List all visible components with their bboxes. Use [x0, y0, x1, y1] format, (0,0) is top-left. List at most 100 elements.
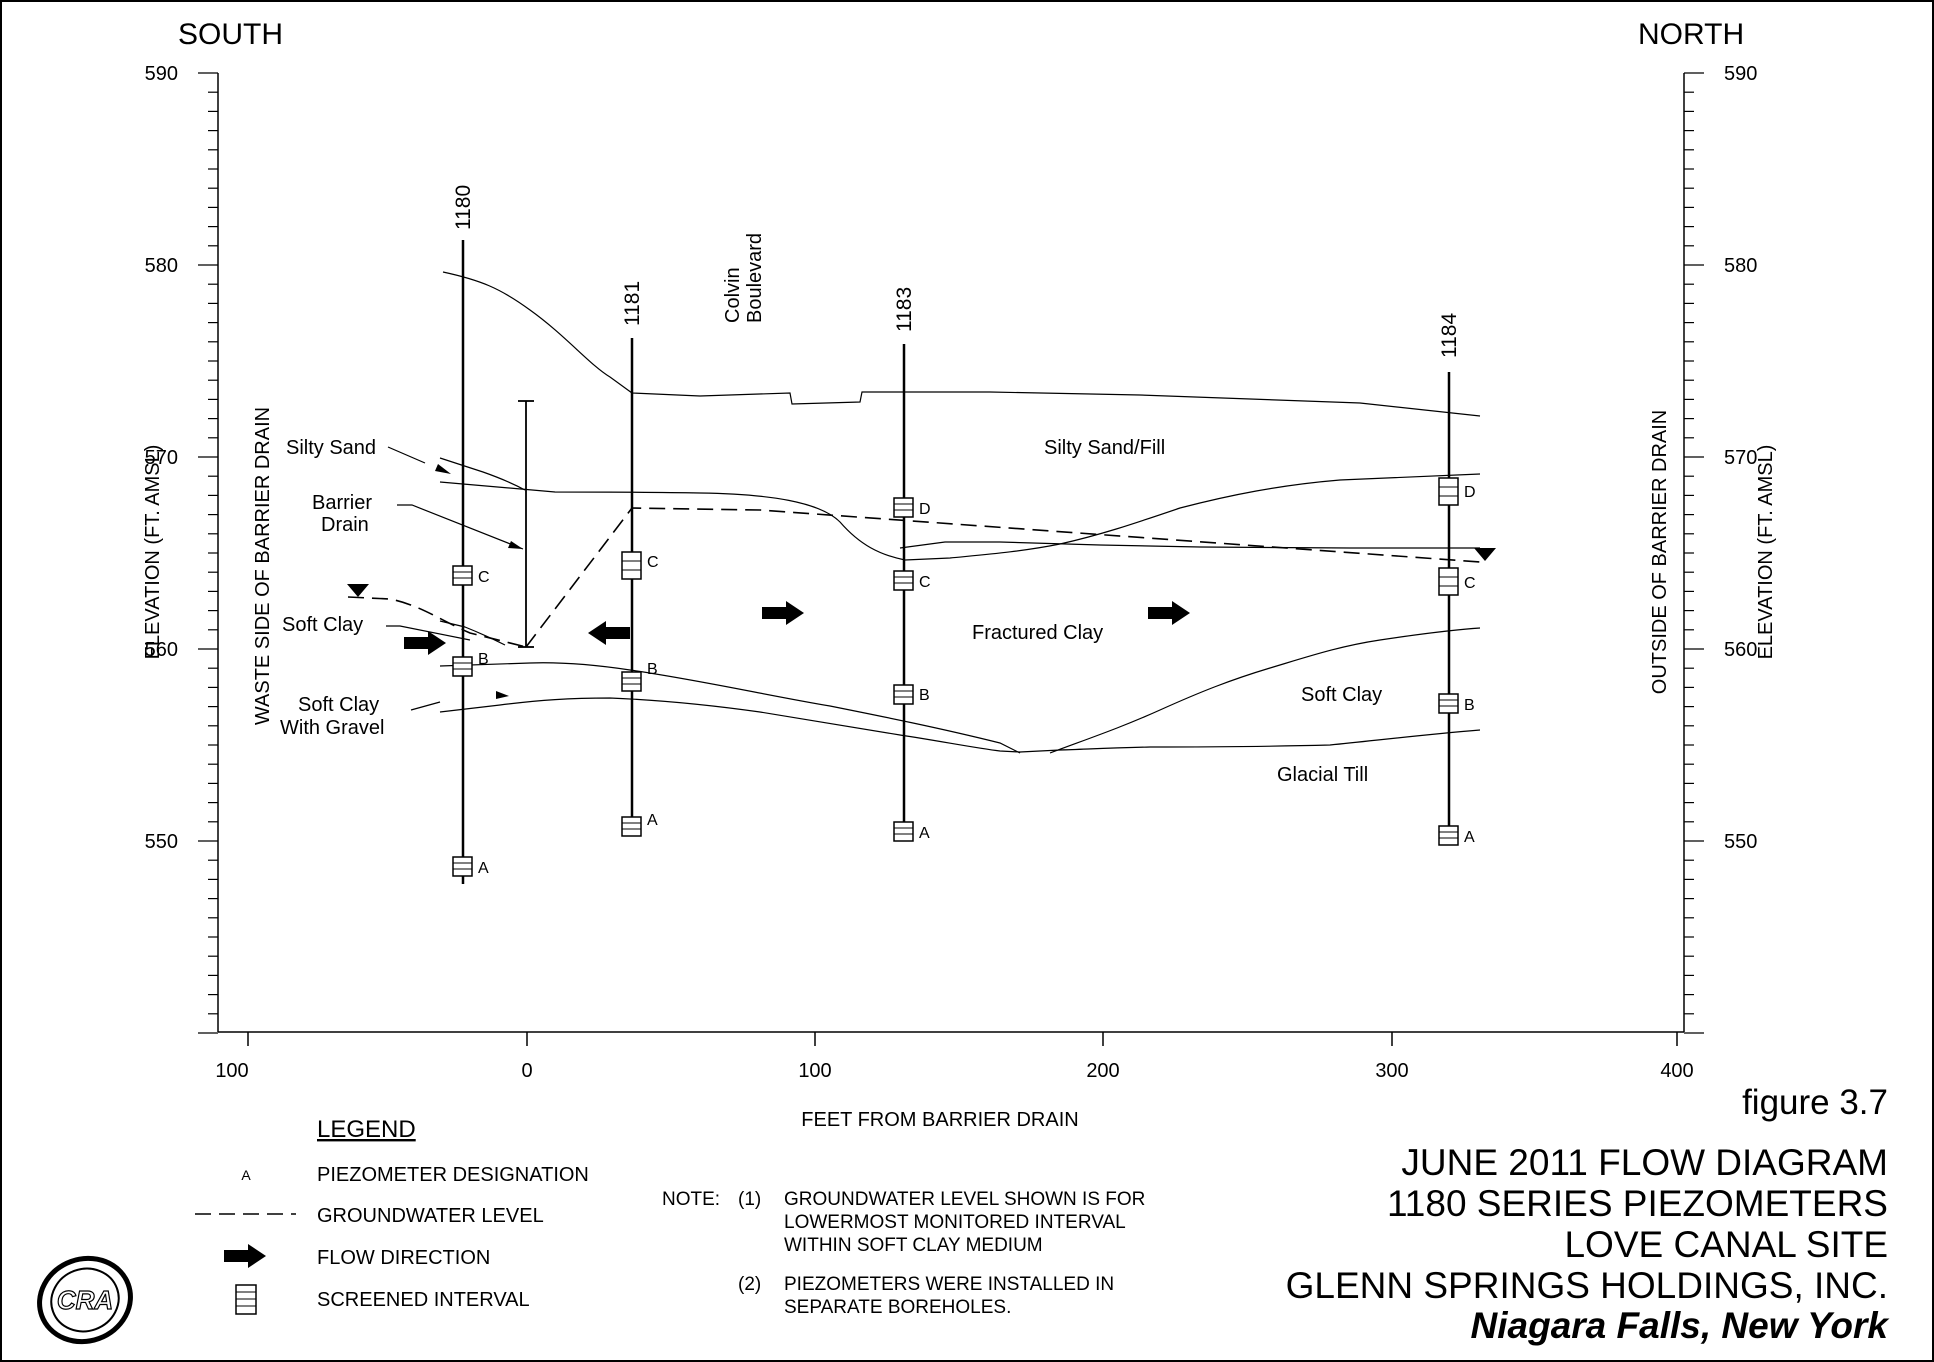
silty-sand-base-line [439, 457, 526, 491]
note-2-line-1: PIEZOMETERS WERE INSTALLED IN [784, 1274, 1114, 1295]
screen-1181-a [621, 816, 642, 837]
groundwater-level-right [525, 507, 1481, 648]
screen-1183-c-label: C [919, 574, 931, 591]
screened-intervals [452, 477, 1459, 877]
right-tick-550: 550 [1724, 831, 1757, 853]
screen-1181-b [621, 671, 642, 692]
right-tick-590: 590 [1724, 63, 1757, 85]
screen-1181-b-label: B [647, 661, 658, 678]
note-2-line-2: SEPARATE BOREHOLES. [784, 1297, 1011, 1318]
barrier-drain-beam [518, 400, 534, 648]
label-leaders [386, 446, 524, 711]
piezometer-1180-id: 1180 [452, 185, 475, 230]
right-tick-570: 570 [1724, 447, 1757, 469]
strata-lines [439, 271, 1481, 754]
legend-screen-icon [235, 1284, 257, 1315]
note-2-number: (2) [738, 1274, 761, 1295]
legend-piezometer-designation: PIEZOMETER DESIGNATION [317, 1164, 589, 1186]
with-gravel-label: With Gravel [280, 717, 384, 739]
left-tick-560: 560 [145, 639, 178, 661]
title-line-1: JUNE 2011 FLOW DIAGRAM [1401, 1142, 1888, 1183]
screen-1183-d-label: D [919, 501, 931, 518]
legend-title: LEGEND [317, 1116, 416, 1143]
screen-1183-a-label: A [919, 825, 930, 842]
screen-1183-d [893, 497, 914, 518]
x-axis-ticks [247, 1032, 1678, 1046]
flow-arrow-3 [762, 601, 804, 625]
groundwater-level-left [347, 596, 527, 648]
groundwater-level [347, 507, 1481, 648]
note-1-line-2: LOWERMOST MONITORED INTERVAL [784, 1212, 1126, 1233]
flow-arrow-2 [588, 621, 630, 645]
legend-flow-arrow-icon [224, 1244, 266, 1268]
left-tick-570: 570 [145, 447, 178, 469]
cra-logo: CRA [37, 1255, 133, 1345]
piezometer-1183-id: 1183 [893, 287, 916, 332]
fractured-clay-label: Fractured Clay [972, 622, 1103, 644]
x-tick-200: 200 [1086, 1060, 1119, 1082]
right-tick-580: 580 [1724, 255, 1757, 277]
screen-1184-b-label: B [1464, 697, 1475, 714]
left-tick-550: 550 [145, 831, 178, 853]
glacial-till-label: Glacial Till [1277, 764, 1368, 786]
soft-clay-left-label: Soft Clay [282, 614, 363, 636]
silty-sand-label: Silty Sand [286, 437, 376, 459]
piezometer-1181-id: 1181 [621, 281, 644, 326]
left-ylabel: ELEVATION (FT. AMSL) [142, 445, 164, 660]
x-tick-300: 300 [1375, 1060, 1408, 1082]
screen-1181-a-label: A [647, 812, 658, 829]
screen-1181-c-label: C [647, 554, 659, 571]
x-tick-400: 400 [1660, 1060, 1693, 1082]
title-line-4: GLENN SPRINGS HOLDINGS, INC. [1286, 1265, 1888, 1306]
screen-1183-a [893, 821, 914, 842]
figure-number: figure 3.7 [1742, 1083, 1888, 1122]
screen-1184-b [1438, 693, 1459, 714]
note-1-number: (1) [738, 1189, 761, 1210]
flow-arrow-4 [1148, 601, 1190, 625]
screen-1183-b-label: B [919, 687, 930, 704]
soft-clay-right-line [1049, 627, 1481, 754]
x-axis-label: FEET FROM BARRIER DRAIN [801, 1109, 1078, 1131]
north-label: NORTH [1638, 18, 1744, 51]
south-label: SOUTH [178, 18, 283, 51]
water-table-marker-right [1474, 548, 1496, 561]
screen-1184-c [1438, 567, 1459, 596]
barrier-label: Barrier [312, 492, 372, 514]
x-tick-0: 0 [521, 1060, 532, 1082]
glacial-till-top-line [439, 697, 1481, 753]
legend-screened-interval: SCREENED INTERVAL [317, 1289, 530, 1311]
screen-1184-d-label: D [1464, 484, 1476, 501]
soft-clay-top-line [439, 620, 506, 646]
screen-1184-a [1438, 825, 1459, 846]
cra-logo-text: CRA [57, 1285, 113, 1315]
legend-groundwater-level: GROUNDWATER LEVEL [317, 1205, 544, 1227]
right-tick-560: 560 [1724, 639, 1757, 661]
screen-1180-c [452, 565, 473, 586]
title-location: Niagara Falls, New York [1471, 1305, 1891, 1346]
drain-label: Drain [321, 514, 369, 536]
note-1-line-3: WITHIN SOFT CLAY MEDIUM [784, 1235, 1043, 1256]
title-line-2: 1180 SERIES PIEZOMETERS [1387, 1183, 1888, 1224]
boulevard-label: Boulevard [744, 233, 766, 323]
piezometer-1184-id: 1184 [1438, 313, 1461, 358]
piezometer-rods [461, 240, 1451, 884]
x-tick-100: 100 [798, 1060, 831, 1082]
flow-arrows [404, 601, 1190, 655]
fractured-clay-upper-line [899, 541, 1480, 549]
flow-arrow-1 [404, 631, 446, 655]
ground-surface-line [442, 271, 1481, 417]
title-line-3: LOVE CANAL SITE [1564, 1224, 1888, 1265]
water-table-marker-left [347, 584, 369, 597]
left-tick-580: 580 [145, 255, 178, 277]
silty-sand-fill-label: Silty Sand/Fill [1044, 437, 1165, 459]
screen-1180-a-label: A [478, 860, 489, 877]
x-tick-100-left: 100 [215, 1060, 248, 1082]
screen-1180-a [452, 856, 473, 877]
screen-1180-c-label: C [478, 569, 490, 586]
screen-1183-b [893, 684, 914, 705]
screen-1184-c-label: C [1464, 575, 1476, 592]
screen-1180-b-label: B [478, 651, 489, 668]
note-1-line-1: GROUNDWATER LEVEL SHOWN IS FOR [784, 1189, 1145, 1210]
